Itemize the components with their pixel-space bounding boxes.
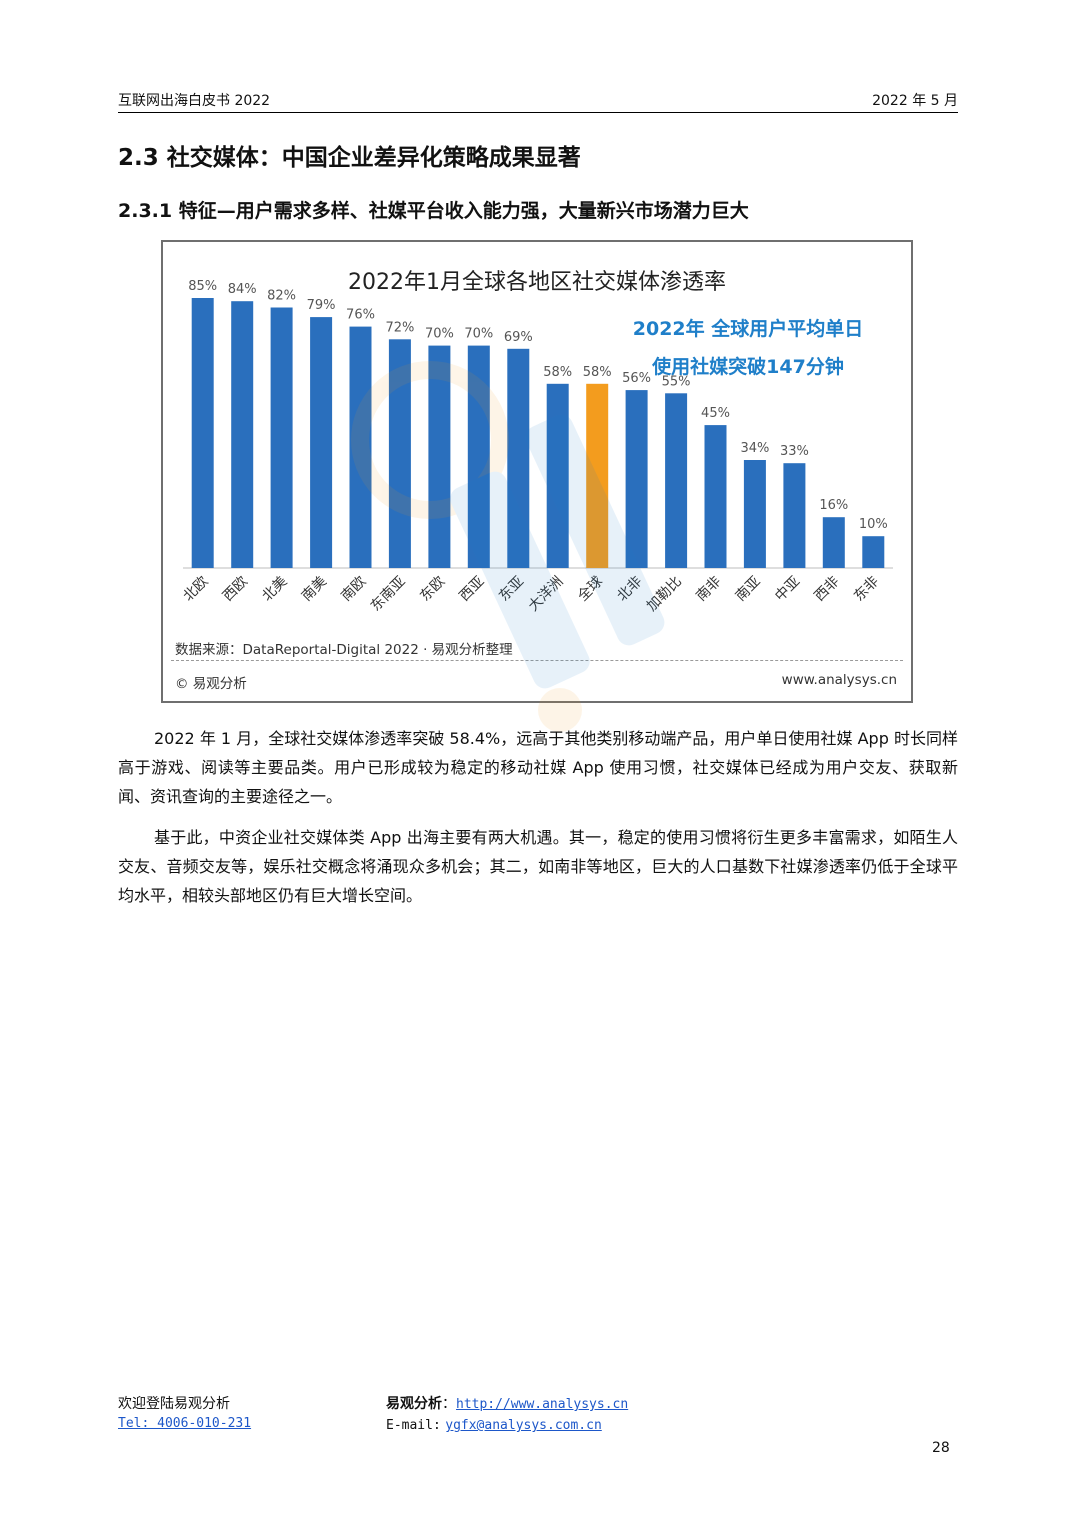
value-label-2: 82% <box>267 289 296 304</box>
bar-13 <box>704 425 727 568</box>
footer-email-line: E-mail: ygfx@analysys.com.cn <box>386 1415 628 1436</box>
value-label-8: 69% <box>504 330 533 345</box>
value-label-7: 70% <box>464 327 493 342</box>
footer-tel-link[interactable]: Tel: 4006-010-231 <box>118 1416 252 1431</box>
bar-8 <box>507 348 530 568</box>
callout-line-1: 2022年 全球用户平均单日 <box>632 318 864 340</box>
value-label-4: 76% <box>346 308 375 323</box>
bar-4 <box>349 326 372 568</box>
category-label-8: 东亚 <box>496 574 527 605</box>
footer-brand: 易观分析 <box>386 1396 442 1412</box>
value-label-5: 72% <box>385 320 414 335</box>
value-label-6: 70% <box>425 327 454 342</box>
category-label-11: 北非 <box>614 574 645 605</box>
page-number: 28 <box>932 1440 950 1456</box>
bar-0 <box>191 298 214 568</box>
footer-url-link[interactable]: http://www.analysys.cn <box>456 1397 629 1412</box>
value-label-11: 56% <box>622 371 651 386</box>
bar-16 <box>822 517 845 568</box>
category-label-4: 南欧 <box>338 574 369 605</box>
value-label-16: 16% <box>819 498 848 513</box>
footer-welcome: 欢迎登陆易观分析 <box>118 1396 230 1412</box>
header-title: 互联网出海白皮书 2022 <box>118 93 271 109</box>
value-label-15: 33% <box>780 444 809 459</box>
bar-3 <box>310 317 333 568</box>
bar-15 <box>783 463 806 568</box>
bar-6 <box>428 345 451 568</box>
value-label-12: 55% <box>662 374 691 389</box>
value-label-17: 10% <box>859 517 888 532</box>
bar-17 <box>862 536 885 568</box>
section-title: 2.3 社交媒体：中国企业差异化策略成果显著 <box>118 145 581 171</box>
header-date: 2022 年 5 月 <box>872 93 958 109</box>
category-label-14: 南亚 <box>733 574 764 605</box>
bar-1 <box>231 301 254 568</box>
value-label-14: 34% <box>740 441 769 456</box>
value-label-3: 79% <box>307 298 336 313</box>
footer-right: 易观分析：http://www.analysys.cn E-mail: ygfx… <box>386 1394 628 1436</box>
category-label-16: 西非 <box>812 574 843 605</box>
paragraph-1: 2022 年 1 月，全球社交媒体渗透率突破 58.4%，远高于其他类别移动端产… <box>118 729 958 806</box>
callout-line-2: 使用社媒突破147分钟 <box>652 356 844 378</box>
footer-email-link[interactable]: ygfx@analysys.com.cn <box>445 1418 602 1433</box>
value-label-0: 85% <box>188 279 217 294</box>
category-label-15: 中亚 <box>772 574 803 605</box>
category-label-2: 北美 <box>259 574 290 605</box>
footer-website-line: 易观分析：http://www.analysys.cn <box>386 1394 628 1415</box>
chart-source: 数据来源：DataReport­al-Digital 2022 · 易观分析整理 <box>175 642 513 658</box>
bar-5 <box>388 339 411 568</box>
footer-left: 欢迎登陆易观分析 Tel: 4006-010-231 <box>118 1394 251 1434</box>
bar-9 <box>546 383 569 568</box>
value-label-13: 45% <box>701 406 730 421</box>
category-label-5: 东南亚 <box>368 574 409 615</box>
value-label-1: 84% <box>228 282 257 297</box>
bar-14 <box>743 460 766 568</box>
chart-divider <box>171 660 903 661</box>
category-label-13: 南非 <box>693 574 724 605</box>
subsection-title: 2.3.1 特征—用户需求多样、社媒平台收入能力强，大量新兴市场潜力巨大 <box>118 200 749 222</box>
paragraph-2: 基于此，中资企业社交媒体类 App 出海主要有两大机遇。其一，稳定的使用习惯将衍… <box>118 828 958 905</box>
chart-title: 2022年1月全球各地区社交媒体渗透率 <box>348 270 726 295</box>
page-header: 互联网出海白皮书 2022 2022 年 5 月 <box>118 88 958 113</box>
value-label-10: 58% <box>583 365 612 380</box>
chart-copyright: © 易观分析 <box>175 676 247 692</box>
category-label-9: 大洋洲 <box>526 574 567 615</box>
chart-container: 2022年1月全球各地区社交媒体渗透率 85% 北欧 84% 西欧 82% 北美 79% 南美… <box>161 240 913 703</box>
bar-10 <box>586 383 609 568</box>
footer-email-label: E-mail: <box>386 1418 441 1433</box>
category-label-0: 北欧 <box>180 574 211 605</box>
bar-7 <box>467 345 490 568</box>
chart-website: www.analysys.cn <box>781 672 897 688</box>
category-label-12: 加勒比 <box>644 574 685 615</box>
category-label-6: 东欧 <box>417 574 448 605</box>
category-label-7: 西亚 <box>457 574 488 605</box>
bar-11 <box>625 390 648 568</box>
bar-12 <box>665 393 688 568</box>
category-label-10: 全球 <box>574 573 606 605</box>
value-label-9: 58% <box>543 365 572 380</box>
bar-chart: 85% 北欧 84% 西欧 82% 北美 79% 南美 76% 南欧 72% 东南亚 70% 东欧 70% 西… <box>180 279 893 615</box>
category-label-1: 西欧 <box>220 574 251 605</box>
category-label-17: 东非 <box>851 574 882 605</box>
bar-2 <box>270 307 293 568</box>
footer-colon: ： <box>442 1396 456 1412</box>
category-label-3: 南美 <box>299 574 330 605</box>
